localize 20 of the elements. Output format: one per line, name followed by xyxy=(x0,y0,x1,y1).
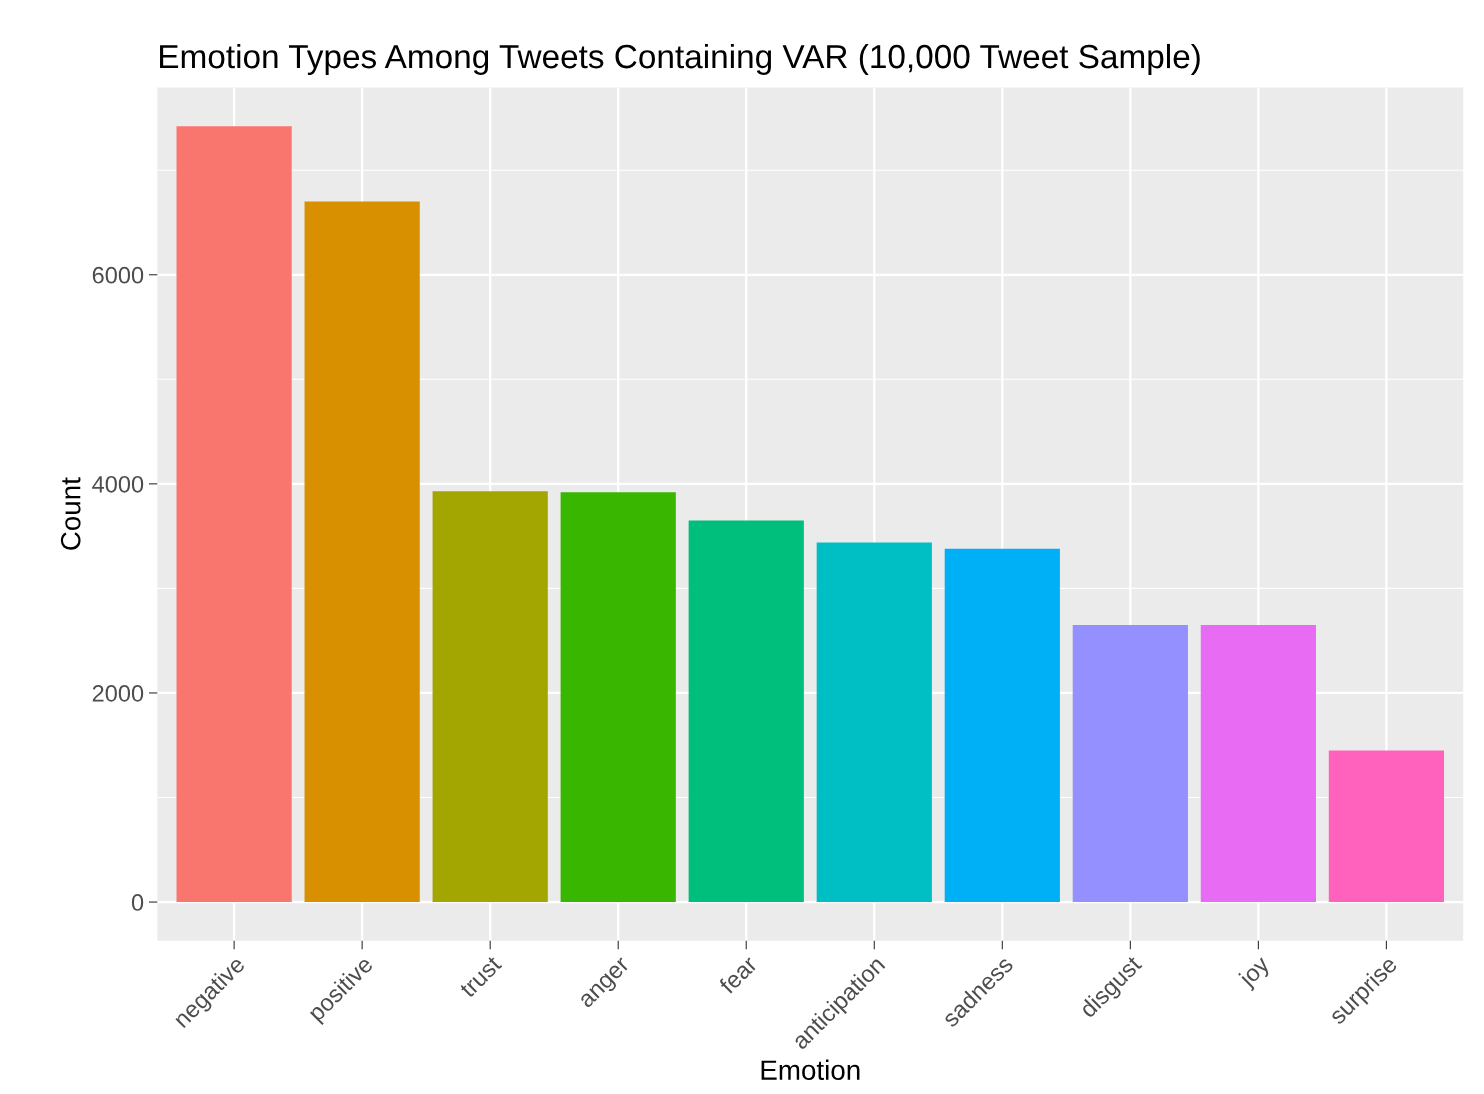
bar xyxy=(688,520,804,903)
bar xyxy=(560,492,676,903)
bar xyxy=(944,548,1060,903)
x-tick-label: trust xyxy=(459,955,503,999)
x-tick-label: fear xyxy=(717,954,759,995)
bar xyxy=(176,126,292,903)
chart-title: Emotion Types Among Tweets Containing VAR (10,000 Tweet Sample) xyxy=(160,43,1200,75)
x-tick-label: joy xyxy=(1236,954,1274,992)
y-tick-label: 0 xyxy=(131,894,144,911)
bar xyxy=(1072,625,1188,903)
y-tick-label: 6000 xyxy=(92,266,144,284)
bar xyxy=(1200,625,1316,903)
y-axis-title: Count xyxy=(60,477,81,550)
y-tick-label: 2000 xyxy=(92,685,144,702)
bar xyxy=(304,201,420,903)
y-tick-label: 4000 xyxy=(92,475,144,493)
bar xyxy=(1328,750,1445,903)
bar xyxy=(816,542,932,903)
bar xyxy=(432,491,548,903)
x-axis-title: Emotion xyxy=(761,1059,860,1081)
